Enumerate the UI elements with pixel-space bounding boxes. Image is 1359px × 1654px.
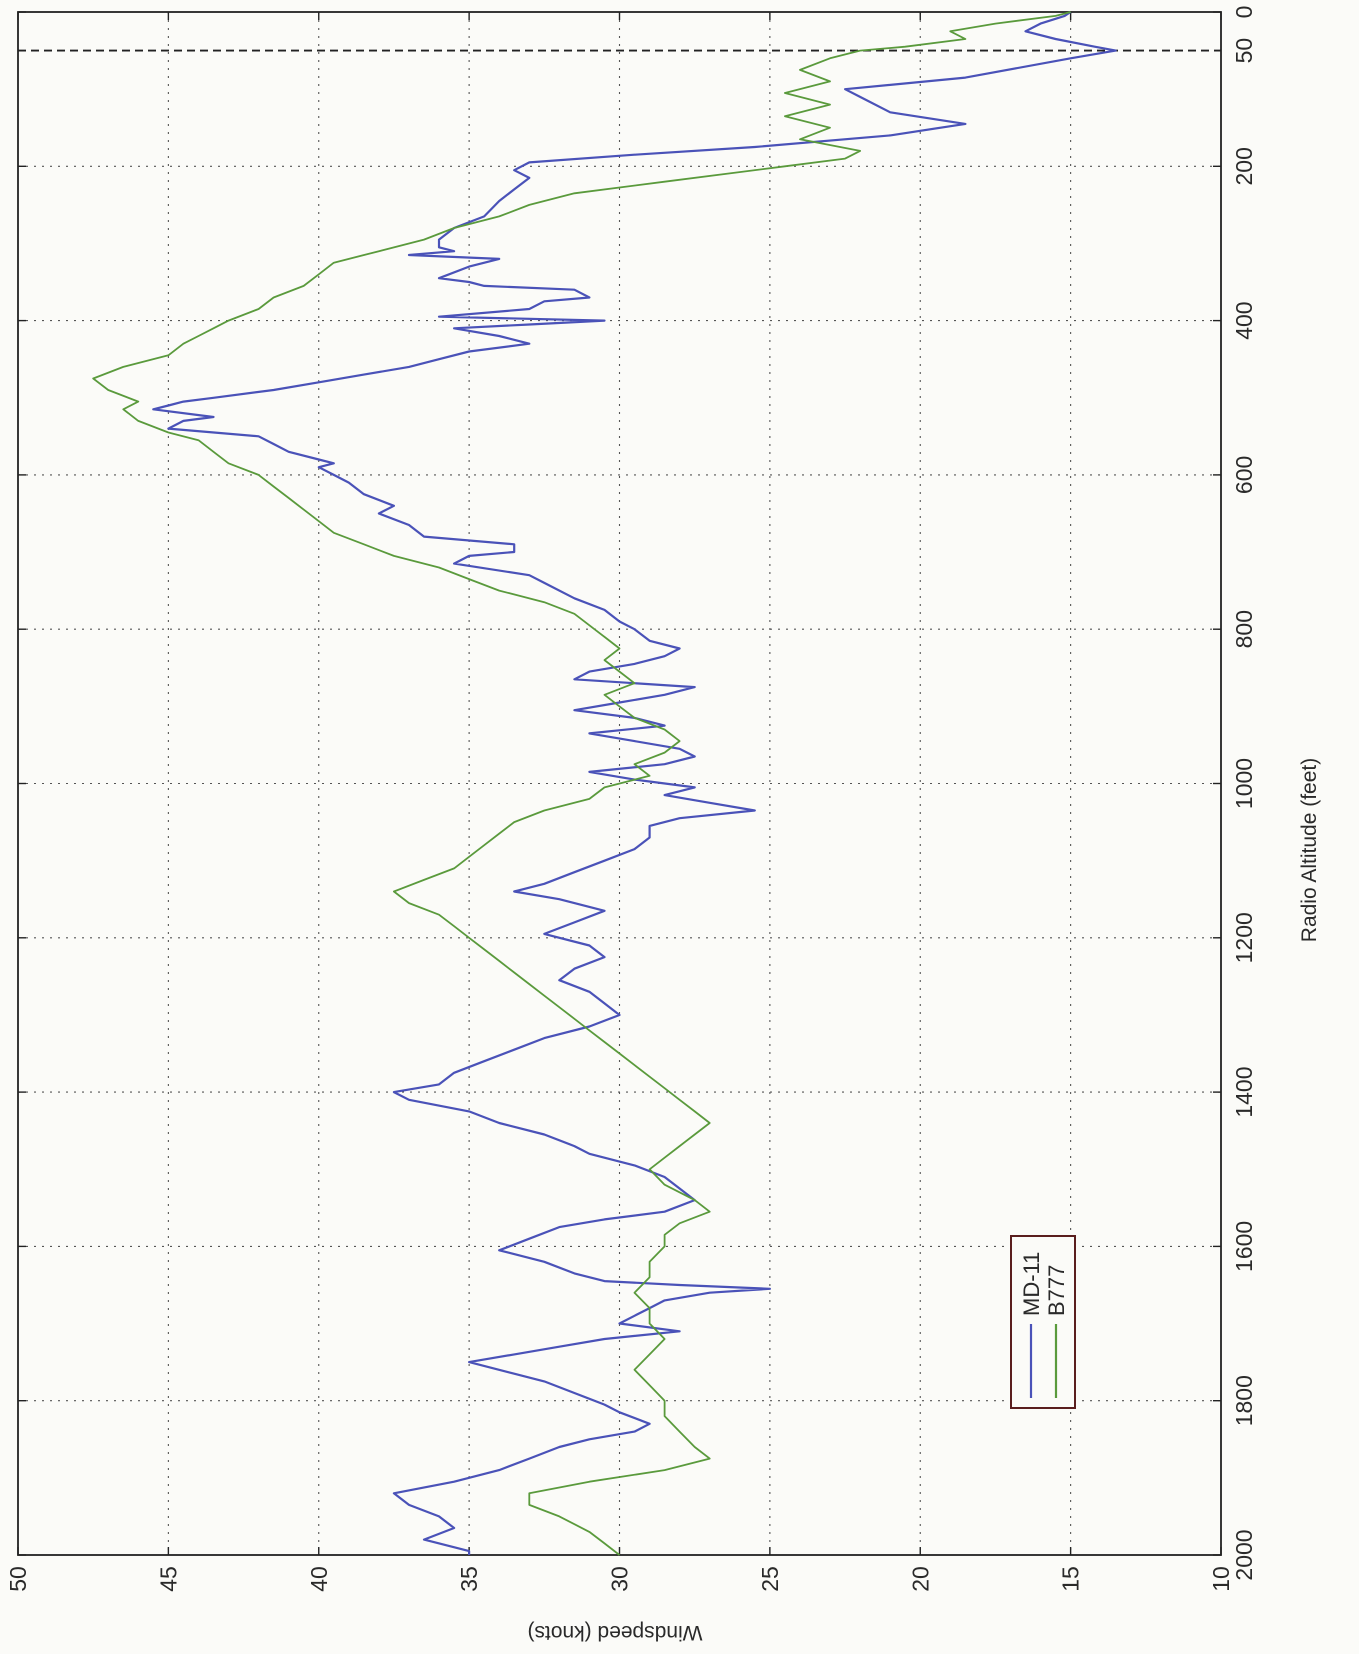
tick-label-altitude-50: 50	[1231, 38, 1257, 64]
tick-label-windspeed-35: 35	[456, 1566, 482, 1592]
tick-label-windspeed-15: 15	[1058, 1566, 1084, 1592]
tick-label-altitude-400: 400	[1231, 301, 1257, 339]
tick-label-altitude-1000: 1000	[1231, 758, 1257, 809]
tick-label-windspeed-40: 40	[306, 1566, 332, 1592]
tick-label-altitude-1200: 1200	[1231, 912, 1257, 963]
series-line-md11	[152, 11, 1117, 1555]
tick-label-windspeed-30: 30	[607, 1566, 633, 1592]
tick-label-altitude-1600: 1600	[1231, 1221, 1257, 1272]
tick-label-windspeed-45: 45	[155, 1566, 181, 1592]
y-axis-label: Windspeed (knots)	[527, 1621, 702, 1644]
legend-box	[1010, 1235, 1076, 1409]
legend: MD-11 B777	[1010, 1235, 1076, 1409]
tick-label-altitude-800: 800	[1231, 610, 1257, 648]
tick-label-windspeed-25: 25	[757, 1566, 783, 1592]
tick-label-windspeed-50: 50	[5, 1566, 31, 1592]
series-layer	[92, 11, 1117, 1556]
legend-label-b777: B777	[1044, 1265, 1069, 1316]
tick-labels: 2000 1800 1600 1400 1200 1000 800 600 400 200 50 0 1…	[5, 6, 1257, 1592]
legend-label-md11: MD-11	[1019, 1252, 1044, 1316]
tick-label-altitude-200: 200	[1231, 147, 1257, 185]
tick-label-altitude-2000: 2000	[1231, 1529, 1257, 1580]
tick-label-windspeed-20: 20	[907, 1566, 933, 1592]
tick-label-altitude-600: 600	[1231, 456, 1257, 494]
tick-label-altitude-0: 0	[1231, 6, 1257, 19]
tick-label-altitude-1800: 1800	[1231, 1375, 1257, 1426]
tick-label-windspeed-10: 10	[1208, 1566, 1234, 1592]
series-line-b777	[92, 11, 1071, 1556]
tick-label-altitude-1400: 1400	[1231, 1067, 1257, 1118]
x-axis-label: Radio Altitude (feet)	[1298, 758, 1321, 942]
